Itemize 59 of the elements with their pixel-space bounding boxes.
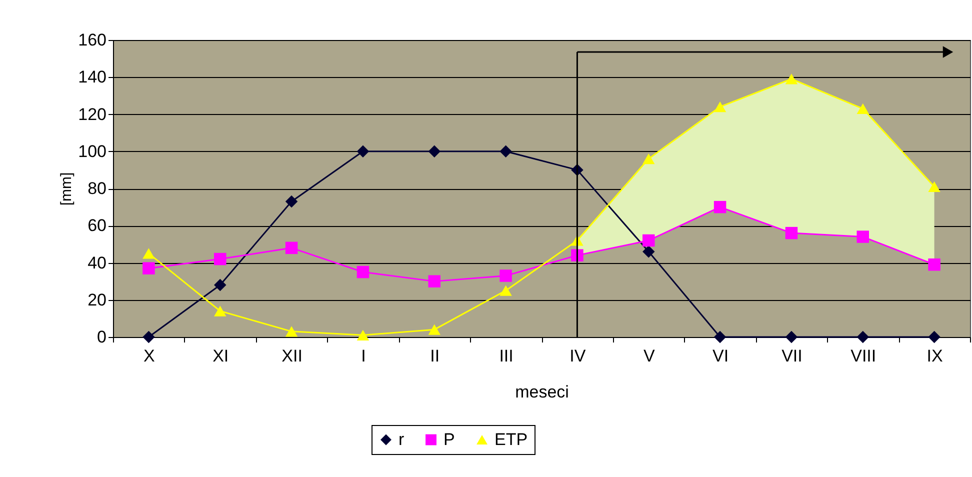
- point: [714, 200, 726, 214]
- point: [356, 145, 370, 158]
- point: [785, 226, 798, 240]
- y-tick-label: 20: [88, 290, 106, 310]
- y-tick-label: 120: [78, 104, 106, 124]
- point: [856, 230, 869, 243]
- point: [285, 326, 298, 337]
- legend-label: P: [444, 430, 455, 449]
- y-tick-label: 0: [97, 328, 106, 346]
- point: [856, 103, 869, 114]
- x-tick-label: VIII: [850, 346, 876, 366]
- point: [142, 248, 155, 259]
- point: [714, 102, 726, 112]
- point: [928, 258, 940, 271]
- point: [356, 330, 370, 340]
- x-tick-label: XI: [212, 346, 229, 366]
- point: [285, 242, 298, 254]
- point: [214, 278, 226, 292]
- y-axis-title: [mm]: [58, 172, 76, 206]
- point: [214, 306, 226, 316]
- point: [714, 330, 726, 344]
- y-tick-label: 60: [88, 216, 106, 236]
- point: [285, 195, 298, 208]
- x-tick-label: X: [144, 346, 155, 366]
- point: [856, 330, 869, 344]
- x-axis-title: meseci: [515, 382, 569, 402]
- point: [142, 330, 155, 344]
- point: [642, 153, 655, 164]
- legend-label: ETP: [494, 430, 528, 449]
- point: [500, 285, 512, 296]
- x-tick-label: VII: [782, 346, 802, 366]
- point: [500, 270, 512, 282]
- x-tick-label: V: [643, 346, 656, 366]
- point: [214, 252, 226, 266]
- point: [642, 245, 655, 258]
- point: [928, 330, 940, 344]
- point: [356, 266, 370, 278]
- y-tick-label: 40: [88, 253, 106, 272]
- point: [500, 145, 512, 158]
- point: [642, 234, 655, 247]
- x-tick-label: III: [499, 346, 514, 366]
- y-tick-label: 140: [78, 68, 106, 87]
- y-tick-label: 80: [88, 179, 106, 198]
- x-tick-label: VI: [712, 346, 729, 366]
- point: [428, 145, 440, 158]
- point: [142, 262, 155, 274]
- point: [785, 330, 798, 344]
- x-tick-label: IX: [926, 346, 943, 366]
- point: [785, 74, 798, 84]
- x-tick-label: II: [430, 346, 440, 366]
- point: [928, 181, 940, 192]
- x-tick-label: XII: [282, 346, 302, 366]
- legend-label: r: [398, 430, 404, 449]
- point: [428, 324, 440, 335]
- x-tick-label: I: [361, 346, 366, 366]
- y-tick-label: 160: [78, 30, 106, 50]
- y-tick-label: 100: [78, 142, 106, 161]
- point: [428, 275, 440, 288]
- x-tick-label: IV: [570, 346, 586, 366]
